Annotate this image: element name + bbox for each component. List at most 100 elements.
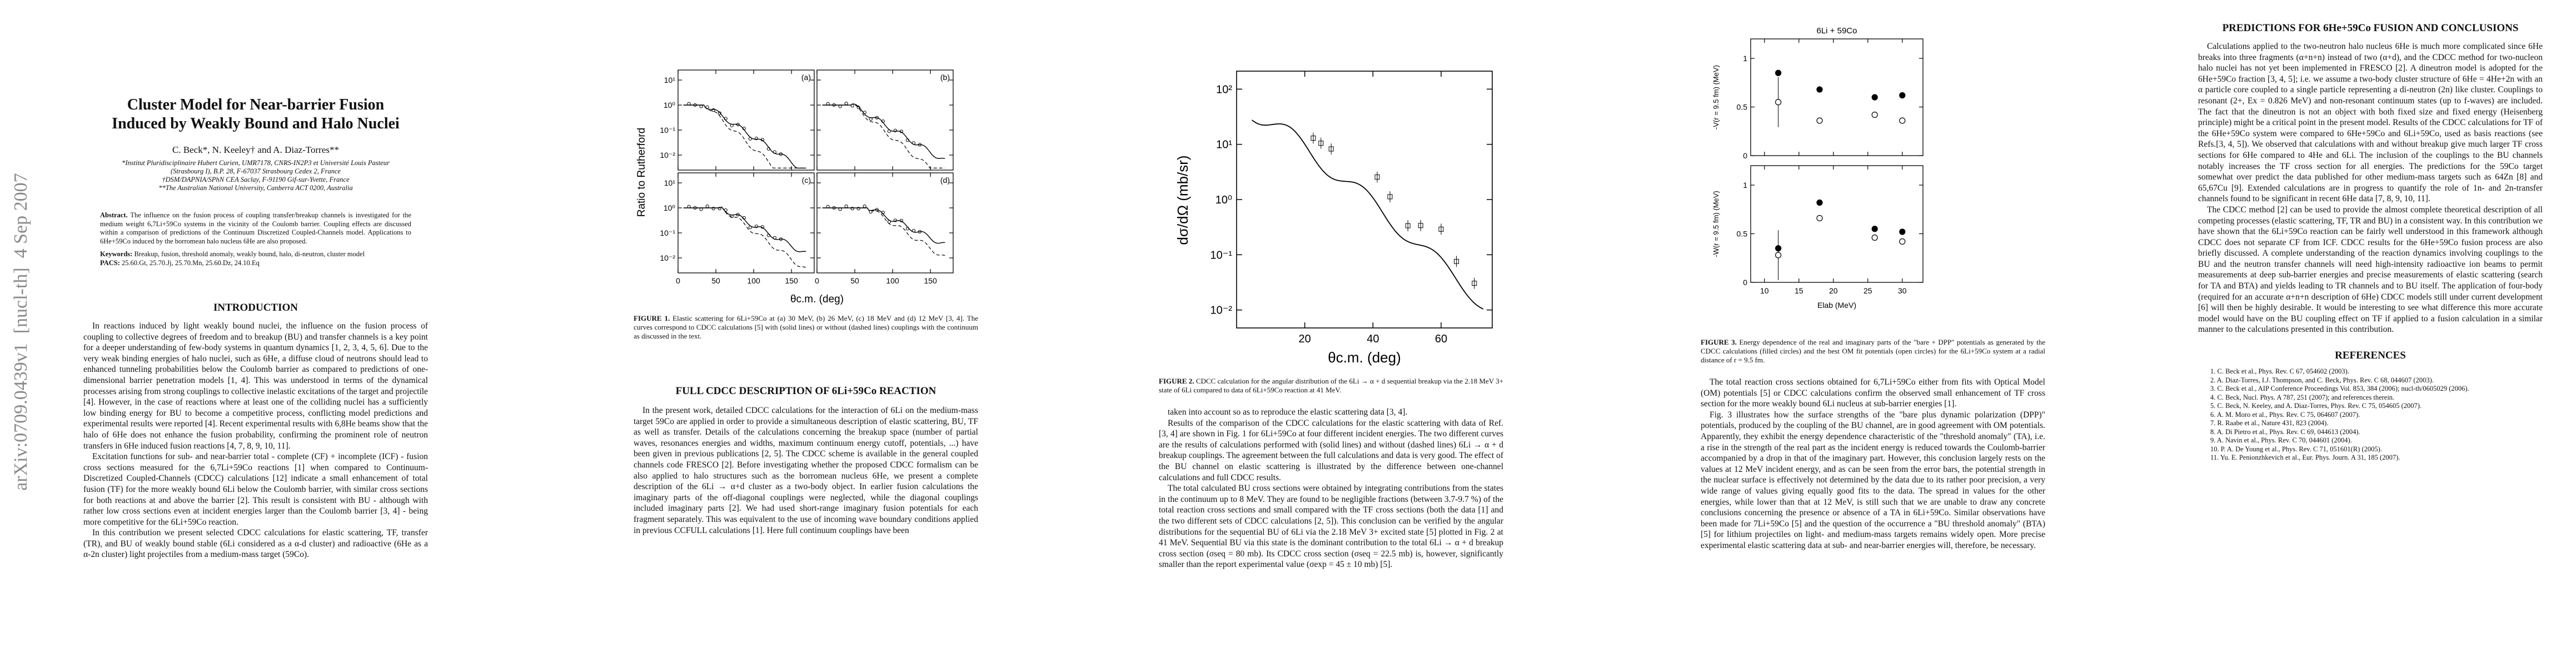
page-2: Ratio to Rutherford θc.m. (deg) (a) 10¹ 10⁰ 1… xyxy=(634,67,978,536)
caption-label: FIGURE 1. xyxy=(634,314,670,322)
data-point xyxy=(1405,223,1411,228)
text-item: 9. A. Navin et al., Phys. Rev. C 70, 044… xyxy=(2210,436,2352,445)
data-point xyxy=(905,138,910,142)
panel-label: (d) xyxy=(940,176,950,185)
y-tick-label: 10¹ xyxy=(664,178,676,187)
data-point xyxy=(693,103,697,107)
data-point xyxy=(730,215,734,218)
x-tick-label: 100 xyxy=(747,276,760,285)
x-tick-label: 40 xyxy=(1367,333,1379,345)
data-point xyxy=(887,130,891,133)
section-heading: INTRODUCTION xyxy=(213,302,298,313)
data-point xyxy=(748,137,752,141)
data-point xyxy=(875,208,879,212)
data-point xyxy=(754,136,758,141)
text-item: Results of the comparison of the CDCC ca… xyxy=(1159,418,1503,482)
no-coupling-curve xyxy=(683,206,806,268)
y-axis-label: dσ/dΩ (mb/sr) xyxy=(1174,155,1191,245)
data-point xyxy=(911,229,916,233)
cdcc-point xyxy=(1871,94,1878,101)
data-point xyxy=(838,207,842,211)
text-item: In reactions induced by light weakly bou… xyxy=(83,321,428,451)
text-item: 11. Yu. E. Penionzhkevich et al., Eur. P… xyxy=(2210,454,2400,462)
y-tick-label: 0 xyxy=(1743,151,1747,160)
panel-frame xyxy=(677,172,815,273)
figure-2: 10² 10¹ 10⁰ 10⁻¹ 10⁻² 20 40 60 dσ/dΩ (mb/sr) θc.m… xyxy=(1174,71,1493,366)
data-point xyxy=(724,117,728,121)
cdcc-curve xyxy=(822,103,945,159)
panel-label: (c) xyxy=(802,176,811,185)
x-tick-label: 0 xyxy=(676,276,680,285)
text-item: The total calculated BU cross sections w… xyxy=(1159,484,1503,570)
affiliations: *Institut Pluridisciplinaire Hubert Curi… xyxy=(106,159,406,192)
data-point xyxy=(918,143,922,147)
data-point xyxy=(881,119,885,123)
figure-3: 6Li + 59Co -V(r = 9.5 fm) (MeV) 1 0.5 0 -W(r … xyxy=(1712,26,1924,310)
data-point xyxy=(832,103,836,107)
text-item: 4. C. Beck, Nucl. Phys. A 787, 251 (2007… xyxy=(2210,393,2395,401)
cdcc-point xyxy=(1899,92,1906,99)
cdcc-curve xyxy=(1252,120,1484,310)
data-point xyxy=(1374,174,1380,180)
data-point xyxy=(711,108,715,112)
data-point xyxy=(899,130,903,133)
data-point xyxy=(875,116,879,120)
page-4: 6Li + 59Co -V(r = 9.5 fm) (MeV) 1 0.5 0 -W(r … xyxy=(1701,22,2045,551)
data-point xyxy=(1311,135,1316,141)
page-3: 10² 10¹ 10⁰ 10⁻¹ 10⁻² 20 40 60 dσ/dΩ (mb/sr) θc.m… xyxy=(1159,67,1503,570)
data-point xyxy=(1472,281,1477,286)
data-point xyxy=(730,123,734,127)
x-axis-label: θc.m. (deg) xyxy=(790,293,844,305)
text-item: Excitation functions for sub- and near-b… xyxy=(83,452,428,527)
y-tick-label: 10⁰ xyxy=(664,203,676,212)
y-tick-label: 10⁰ xyxy=(664,101,676,109)
text-item: The total reaction cross sections obtain… xyxy=(1701,377,2045,409)
om-point xyxy=(1816,215,1823,222)
data-point xyxy=(1454,258,1459,264)
data-point xyxy=(905,227,910,231)
data-point xyxy=(1328,146,1334,152)
om-point xyxy=(1816,117,1823,124)
paper-title: Cluster Model for Near-barrier Fusion In… xyxy=(112,96,400,132)
data-point xyxy=(918,230,922,233)
data-point xyxy=(1418,223,1423,228)
data-point xyxy=(899,218,903,222)
keywords-text: Breakup, fusion, threshold anomaly, weak… xyxy=(134,250,365,258)
data-point xyxy=(893,128,897,132)
panel-frame xyxy=(1750,38,1924,156)
data-point xyxy=(832,206,836,210)
figure-1: Ratio to Rutherford θc.m. (deg) (a) 10¹ 10⁰ 1… xyxy=(636,69,954,305)
om-point xyxy=(1871,111,1878,118)
om-point xyxy=(1775,99,1782,106)
data-point xyxy=(687,205,691,208)
data-point xyxy=(760,225,764,229)
data-point xyxy=(869,117,873,121)
text-item: 2. A. Diaz-Torres, I.J. Thompson, and C.… xyxy=(2210,376,2434,384)
no-coupling-curve xyxy=(683,104,806,168)
data-point xyxy=(893,218,897,222)
data-point xyxy=(887,220,891,224)
text-item: In the present work, detailed CDCC calcu… xyxy=(634,406,978,535)
y-tick-label: 0.5 xyxy=(1737,230,1748,238)
cdcc-curve xyxy=(683,104,806,169)
data-point xyxy=(705,204,709,208)
data-point xyxy=(760,138,764,142)
x-tick-label: 15 xyxy=(1795,286,1803,295)
pacs-text: 25.60.Gt, 25.70.Jj, 25.70.Mn, 25.60.Dz, … xyxy=(122,258,260,267)
cdcc-curve xyxy=(683,206,806,252)
data-point xyxy=(1318,141,1324,146)
caption-label: FIGURE 2. xyxy=(1159,377,1194,385)
data-point xyxy=(693,206,697,210)
abstract: Abstract. The influence on the fusion pr… xyxy=(100,211,411,246)
page-5: PREDICTIONS FOR 6He+59Co FUSION AND CONC… xyxy=(2198,22,2543,462)
keywords: Keywords: Breakup, fusion, threshold ano… xyxy=(100,250,411,267)
data-point xyxy=(850,104,854,108)
caption-label: FIGURE 3. xyxy=(1701,338,1737,346)
abstract-label: Abstract. xyxy=(100,211,128,219)
y-tick-label: 10² xyxy=(1216,83,1232,96)
keywords-label: Keywords: xyxy=(100,250,133,258)
data-point xyxy=(779,237,783,241)
x-axis-label: Elab (MeV) xyxy=(1817,301,1856,310)
om-point xyxy=(1899,238,1906,245)
y-tick-label: 10⁻² xyxy=(660,151,675,160)
